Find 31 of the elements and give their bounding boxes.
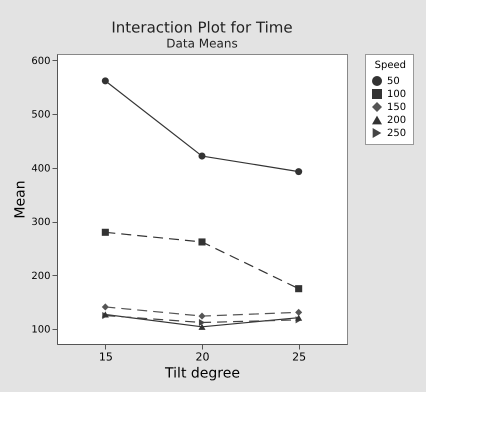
point: [198, 324, 206, 330]
y-tick-label: 600: [31, 56, 50, 67]
point: [198, 152, 206, 160]
x-axis-title: Tilt degree: [164, 366, 240, 382]
point: [295, 314, 302, 321]
y-tick-label: 100: [31, 324, 50, 336]
point: [198, 312, 206, 320]
point: [102, 228, 109, 236]
legend-label: 200: [387, 115, 406, 126]
legend-title: Speed: [374, 60, 406, 71]
point: [295, 308, 302, 316]
chart-subtitle: Data Means: [166, 36, 238, 50]
point: [102, 77, 109, 84]
legend-label: 50: [387, 76, 400, 87]
chart-title: Interaction Plot for Time: [111, 18, 293, 36]
point: [102, 303, 109, 310]
legend-label: 100: [387, 89, 406, 100]
y-tick-label: 400: [31, 163, 50, 174]
y-tick-label: 500: [31, 110, 50, 121]
y-tick-label: 200: [31, 270, 50, 282]
legend-label: 250: [387, 128, 406, 139]
x-tick-label: 20: [196, 350, 210, 364]
point: [295, 168, 302, 176]
legend-label: 150: [387, 102, 406, 113]
y-tick-label: 300: [31, 217, 50, 228]
point: [295, 285, 302, 292]
point: [198, 318, 206, 326]
y-axis-title: Mean: [12, 180, 28, 219]
x-tick-label: 25: [292, 350, 306, 364]
point: [198, 238, 206, 246]
x-tick-label: 15: [98, 350, 113, 364]
